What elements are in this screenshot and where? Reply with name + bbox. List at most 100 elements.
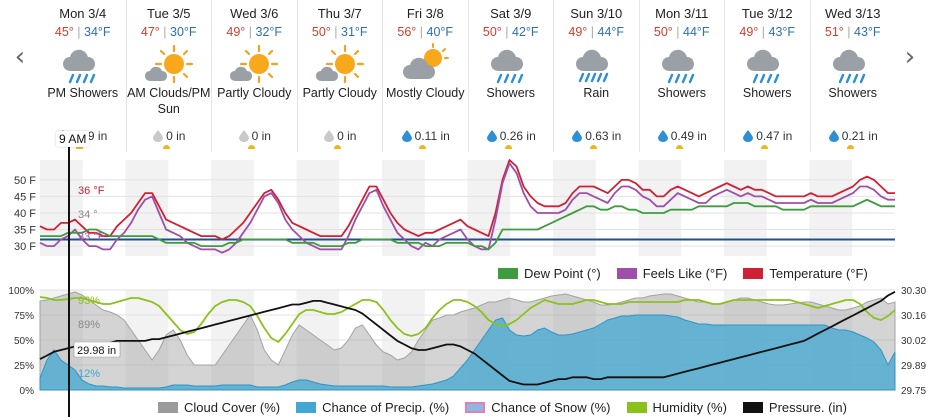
day-date: Mon 3/11 [655, 6, 709, 21]
y-tick-label-left: 75% [14, 311, 34, 322]
legend-humidity-label: Humidity (%) [652, 400, 727, 415]
sunrise-icon [504, 145, 512, 149]
legend-temperature-label: Temperature (°F) [769, 266, 868, 281]
day-low-temp: 31°F [341, 25, 368, 39]
cursor-time-badge: 9 AM [56, 131, 90, 147]
temp-separator: | [505, 25, 513, 39]
y-tick-label-right: 30.30 [901, 286, 926, 297]
day-low-temp: 44°F [683, 25, 710, 39]
day-precip-amount: 0.63 in [585, 129, 622, 143]
sunrise-icon [675, 145, 683, 149]
legend-feels-like[interactable]: Feels Like (°F) [616, 266, 727, 281]
day-high-temp: 49° [226, 25, 246, 39]
day-condition: Showers [828, 86, 878, 100]
legend-chance-snow[interactable]: Chance of Snow (%) [465, 400, 611, 415]
rain-cloud-icon [661, 49, 694, 84]
legend-dew-point[interactable]: Dew Point (°) [498, 266, 601, 281]
sunrise-icon [162, 145, 170, 149]
temperature-swatch [743, 268, 764, 279]
day-high-temp: 51° [824, 25, 844, 39]
day-high-temp: 56° [397, 25, 417, 39]
day-column[interactable]: Wed 3/13 51° | 43°F Showers 0.21 in [809, 0, 897, 152]
day-column[interactable]: Fri 3/8 56° | 40°F Mostly Cloudy 0.11 in [382, 0, 468, 152]
legend-chance-precip[interactable]: Chance of Precip. (%) [296, 400, 449, 415]
time-cursor-line[interactable] [68, 140, 70, 417]
rain-cloud-icon [832, 49, 865, 84]
day-condition: Mostly Cloudy [386, 86, 465, 100]
cursor-pressure-label: 29.98 in [77, 345, 116, 357]
day-precip-amount: 0.21 in [841, 129, 878, 143]
day-column[interactable]: Sat 3/9 50° | 42°F Showers 0.26 in [467, 0, 555, 152]
temp-separator: | [248, 25, 256, 39]
day-low-temp: 44°F [597, 25, 625, 39]
pressure-line [39, 291, 896, 386]
day-column[interactable]: Thu 3/7 50° | 31°F Partly Cloudy 0 in [296, 0, 384, 152]
legend-cloud-cover[interactable]: Cloud Cover (%) [158, 400, 280, 415]
day-precip: 0.49 in [640, 128, 726, 144]
humidity-swatch [626, 402, 647, 413]
day-precip: 0.26 in [469, 128, 555, 144]
day-column[interactable]: Tue 3/5 47° | 30°F AM Clouds/PM Sun 0 in [125, 0, 213, 152]
temp-separator: | [163, 25, 171, 39]
day-precip-amount: 0.47 in [756, 129, 793, 143]
day-low-temp: 43°F [854, 25, 881, 39]
day-condition: Rain [583, 86, 610, 100]
conditions-legend: Cloud Cover (%) Chance of Precip. (%) Ch… [158, 400, 863, 415]
day-temps: 56° | 40°F [383, 25, 468, 39]
feels-like-swatch [616, 268, 637, 279]
night-band [553, 160, 596, 256]
raindrop-icon [657, 130, 668, 142]
night-band [724, 160, 767, 256]
day-date: Mon 3/4 [59, 6, 107, 21]
next-arrow-icon[interactable]: › [904, 42, 916, 72]
sun-cloud-icon [315, 44, 364, 84]
night-band [296, 160, 340, 256]
temp-line [39, 159, 895, 241]
temp-separator: | [77, 25, 85, 39]
temperature-legend: Dew Point (°) Feels Like (°F) Temperatur… [498, 266, 884, 281]
sunrise-icon [333, 145, 341, 149]
day-column[interactable]: Mon 3/11 50° | 44°F Showers 0.49 in [638, 0, 726, 152]
day-condition: Partly Cloudy [302, 86, 377, 100]
temp-separator: | [676, 25, 684, 39]
day-low-temp: 32°F [255, 25, 283, 39]
day-column[interactable]: Tue 3/12 49° | 43°F Showers 0.47 in [724, 0, 810, 152]
day-low-temp: 30°F [170, 25, 197, 39]
day-condition: Showers [657, 86, 707, 100]
day-low-temp: 42°F [512, 25, 539, 39]
day-column[interactable]: Sun 3/10 49° | 44°F Rain 0.63 in [553, 0, 639, 152]
day-precip: 0 in [298, 128, 384, 144]
day-precip: 0.21 in [811, 128, 897, 144]
day-date: Fri 3/8 [406, 6, 444, 21]
sunrise-icon [761, 145, 768, 149]
temp-separator: | [761, 25, 769, 39]
day-precip: 0 in [212, 128, 298, 144]
sunrise-icon [846, 145, 854, 149]
day-precip: 0.63 in [554, 128, 640, 144]
day-temps: 50° | 44°F [640, 25, 725, 39]
legend-humidity[interactable]: Humidity (%) [626, 400, 727, 415]
chance-snow-swatch [465, 402, 486, 413]
humidity-line [39, 296, 896, 343]
day-precip: 0.11 in [383, 128, 469, 144]
y-tick-label-left: 50% [14, 336, 34, 347]
temperature-chart: 50 F 45 F 40 F 35 F 30 F 36 °F 34 ° 33 °F [14, 159, 895, 256]
y-tick-label-left: 25% [14, 361, 34, 372]
day-precip: 0 in [127, 128, 213, 144]
raindrop-icon [828, 130, 839, 142]
legend-temperature[interactable]: Temperature (°F) [743, 266, 868, 281]
day-low-temp: 43°F [768, 25, 796, 39]
day-column[interactable]: Mon 3/4 45° | 34°F PM Showers 0.09 in [40, 0, 126, 152]
day-condition: Showers [486, 86, 536, 100]
legend-chance-snow-label: Chance of Snow (%) [491, 400, 611, 415]
day-precip-amount: 0 in [337, 129, 357, 143]
dew-point-swatch [498, 268, 518, 279]
night-band [211, 160, 254, 256]
no-precip-drop-icon [238, 130, 249, 142]
y-tick-label: 50 F [14, 175, 36, 187]
cursor-humidity-label: 93% [78, 295, 100, 307]
sunrise-icon [590, 145, 597, 149]
legend-pressure[interactable]: Pressure. (in) [742, 400, 847, 415]
day-column[interactable]: Wed 3/6 49° | 32°F Partly Cloudy 0 in [211, 0, 297, 152]
previous-arrow-icon[interactable]: ‹ [14, 42, 26, 72]
